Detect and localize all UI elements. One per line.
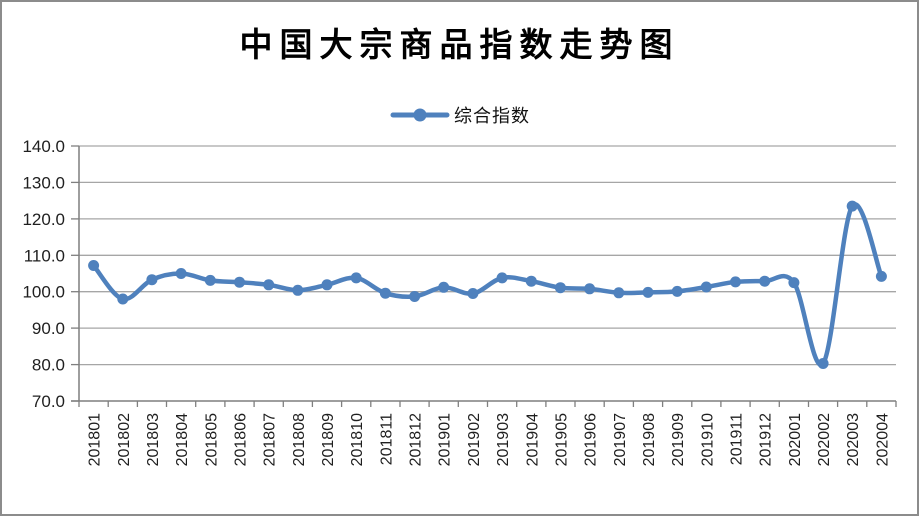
data-point-marker: [409, 291, 421, 302]
y-axis-tick-label: 70.0: [32, 392, 65, 411]
data-point-marker: [146, 274, 158, 286]
x-axis-tick-label: 201903: [495, 413, 512, 466]
data-point-marker: [525, 275, 537, 287]
data-point-marker: [263, 279, 275, 291]
data-point-marker: [846, 200, 858, 212]
chart-title: 中国大宗商品指数走势图: [239, 25, 680, 64]
x-axis-tick-label: 201906: [583, 413, 600, 466]
x-axis-tick-label: 201910: [699, 413, 716, 466]
y-axis-tick-label: 110.0: [24, 246, 65, 265]
x-axis-tick-label: 201801: [87, 413, 104, 466]
x-axis-tick-label: 201812: [408, 413, 425, 466]
x-axis-tick-label: 201810: [349, 413, 366, 466]
x-axis-tick-label: 201804: [174, 413, 191, 466]
data-point-marker: [584, 283, 596, 295]
x-axis-tick-label: 201805: [203, 413, 220, 466]
data-point-marker: [788, 277, 800, 289]
data-point-marker: [321, 279, 333, 291]
data-point-marker: [117, 293, 129, 305]
legend-line-marker-icon: [390, 108, 450, 122]
data-point-marker: [875, 270, 887, 282]
x-axis-tick-label: 202002: [816, 413, 833, 466]
y-axis-tick-label: 140.0: [22, 137, 65, 156]
data-point-marker: [467, 288, 479, 299]
x-axis-tick-label: 201911: [729, 413, 746, 465]
data-point-marker: [234, 276, 245, 288]
x-axis-tick-label: 201907: [612, 413, 629, 466]
data-point-marker: [292, 284, 304, 296]
data-point-marker: [613, 287, 625, 299]
x-axis-tick-label: 201809: [320, 413, 337, 466]
x-axis-tick-label: 202004: [874, 413, 891, 466]
x-axis-tick-label: 201905: [553, 413, 570, 466]
y-axis-tick-label: 80.0: [32, 356, 65, 375]
data-point-marker: [175, 268, 187, 279]
x-axis-tick-label: 201909: [670, 413, 687, 466]
y-axis-tick-label: 130.0: [22, 173, 65, 192]
data-point-marker: [700, 281, 712, 293]
x-axis-tick-label: 201806: [233, 413, 250, 466]
data-point-marker: [379, 287, 391, 299]
data-point-marker: [817, 358, 829, 369]
data-point-marker: [671, 285, 683, 297]
x-axis-tick-label: 201803: [145, 413, 162, 466]
x-axis-tick-label: 202001: [787, 413, 804, 466]
data-point-marker: [642, 286, 654, 298]
x-axis-tick-label: 201902: [466, 413, 483, 466]
x-axis-tick-label: 201811: [378, 413, 395, 465]
x-axis-tick-label: 201807: [262, 413, 279, 466]
data-point-marker: [438, 281, 450, 293]
x-axis-tick-label: 202003: [845, 413, 862, 466]
data-point-marker: [759, 275, 771, 287]
data-point-marker: [554, 282, 566, 294]
x-axis-tick-label: 201802: [116, 413, 133, 466]
data-point-marker: [204, 274, 216, 286]
data-point-marker: [88, 260, 100, 271]
legend: 综合指数: [2, 102, 917, 128]
legend-label: 综合指数: [454, 106, 530, 126]
x-axis-tick-label: 201808: [291, 413, 308, 466]
x-axis-tick-label: 201904: [524, 413, 541, 466]
x-axis-tick-label: 201908: [641, 413, 658, 466]
y-axis-tick-label: 90.0: [32, 319, 65, 338]
x-axis-tick-label: 201901: [437, 413, 454, 466]
data-point-marker: [730, 276, 741, 288]
x-axis-tick-label: 201912: [758, 413, 775, 466]
data-point-marker: [496, 272, 508, 284]
y-axis-tick-label: 100.0: [22, 283, 65, 302]
y-axis-tick-label: 120.0: [22, 210, 65, 229]
data-point-marker: [350, 272, 362, 284]
